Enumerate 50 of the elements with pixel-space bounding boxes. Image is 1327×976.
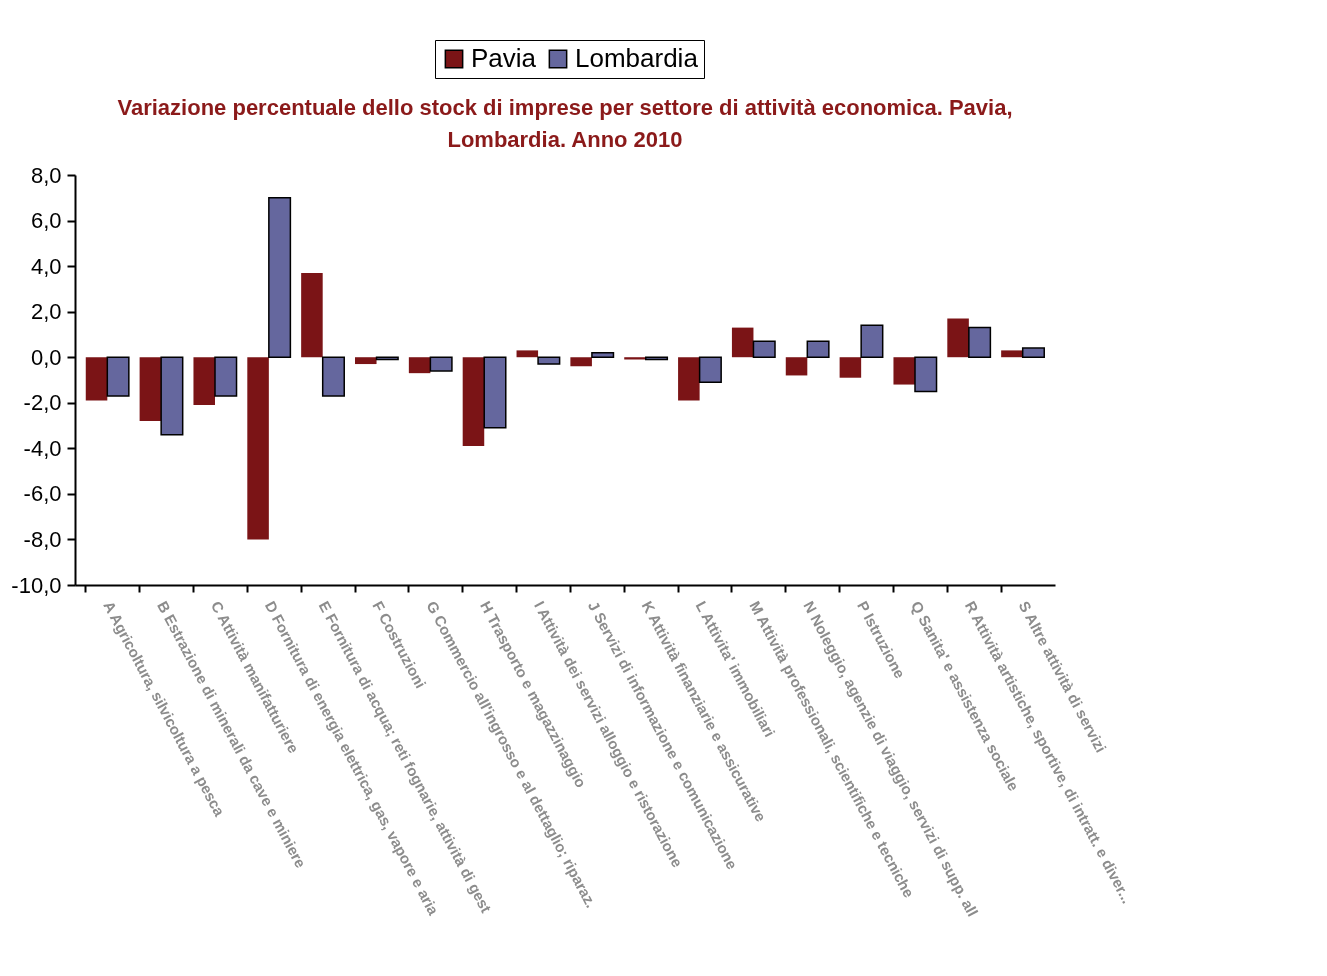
legend-label: Lombardia xyxy=(575,43,699,73)
bar xyxy=(698,356,722,384)
bar xyxy=(678,357,700,401)
y-tick-label: 4,0 xyxy=(30,253,62,279)
bar xyxy=(860,324,884,358)
y-tick-label: -2,0 xyxy=(23,390,62,416)
bar xyxy=(408,357,431,374)
bar xyxy=(570,357,592,367)
y-tick-label: 0,0 xyxy=(30,344,62,370)
bar xyxy=(591,351,615,358)
legend-label: Pavia xyxy=(471,43,537,73)
bar xyxy=(85,357,108,401)
bar xyxy=(645,356,669,361)
bar xyxy=(731,327,754,358)
bar xyxy=(806,340,830,358)
bar xyxy=(1021,347,1045,358)
y-tick-label: -8,0 xyxy=(23,526,62,552)
bar xyxy=(247,357,269,540)
text: Variazione percentuale dello stock di imprese per settore di attività economica. Pavia, xyxy=(117,94,1013,120)
bar xyxy=(321,356,345,397)
bar xyxy=(1001,350,1023,358)
y-tick-label: -6,0 xyxy=(23,481,62,507)
y-tick-label: -10,0 xyxy=(11,572,62,598)
bar xyxy=(214,356,238,397)
bar xyxy=(375,356,399,361)
y-tick-label: -4,0 xyxy=(23,435,62,461)
bar xyxy=(193,357,215,406)
bar xyxy=(624,357,646,360)
bar xyxy=(462,357,485,447)
bar xyxy=(537,356,561,365)
bar xyxy=(355,357,377,365)
bar xyxy=(429,356,453,372)
bar xyxy=(752,340,776,358)
bar xyxy=(268,197,292,358)
bar xyxy=(947,318,969,358)
bar xyxy=(516,350,539,358)
bar xyxy=(968,326,992,358)
bar xyxy=(106,356,130,397)
y-tick-label: 8,0 xyxy=(30,162,62,188)
bar xyxy=(839,357,862,378)
y-tick-label: 6,0 xyxy=(30,208,62,234)
bar xyxy=(301,272,323,358)
bar xyxy=(483,356,507,429)
bar xyxy=(785,357,808,376)
bar xyxy=(139,357,162,421)
bar xyxy=(914,356,938,393)
text: Lombardia. Anno 2010 xyxy=(447,126,683,152)
bar xyxy=(893,357,915,385)
y-tick-label: 2,0 xyxy=(30,299,62,325)
bar xyxy=(160,356,184,436)
